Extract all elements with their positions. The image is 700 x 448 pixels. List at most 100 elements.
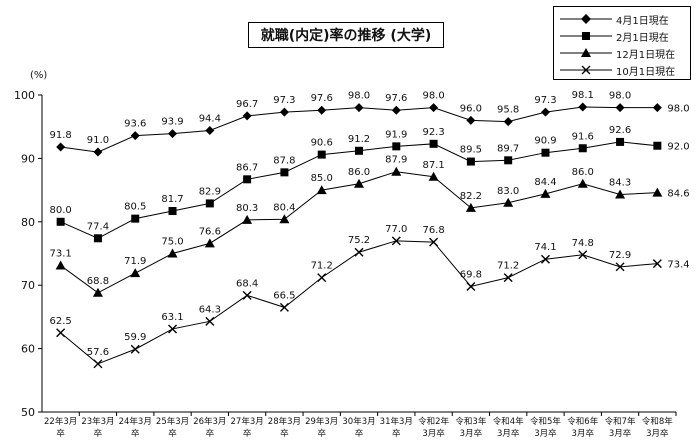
data-point-diamond xyxy=(652,103,662,113)
data-label: 82.2 xyxy=(460,191,482,202)
legend-item-december: 12月1日現在 xyxy=(554,45,690,61)
data-point-square xyxy=(168,207,177,216)
data-label: 98.1 xyxy=(572,90,594,101)
data-point-diamond xyxy=(205,126,215,136)
data-label: 96.0 xyxy=(460,103,482,114)
data-point-triangle xyxy=(92,287,103,297)
data-point-triangle xyxy=(503,197,514,207)
data-label: 86.0 xyxy=(572,167,594,178)
data-label: 91.8 xyxy=(50,130,72,141)
data-point-diamond xyxy=(466,115,476,125)
data-point-x xyxy=(242,290,252,300)
data-point-x xyxy=(354,247,364,257)
data-point-triangle xyxy=(652,187,663,197)
data-label: 90.9 xyxy=(534,136,556,147)
data-label: 89.7 xyxy=(497,143,519,154)
data-label: 77.4 xyxy=(87,221,109,232)
data-point-square xyxy=(466,157,475,166)
chart-legend: 4月1日現在 2月1日現在 12月1日現在 10月1日現在 xyxy=(553,6,691,80)
chart-axes: 50 60 70 80 90 100 22年3月卒23年3月卒24年3月卒25年3月卒26年… xyxy=(14,89,677,439)
legend-label: 12月1日現在 xyxy=(616,50,676,61)
data-label: 97.6 xyxy=(385,93,407,104)
data-point-x xyxy=(466,281,476,291)
data-point-x xyxy=(429,237,439,247)
data-point-triangle xyxy=(279,214,290,224)
data-point-square xyxy=(616,137,625,146)
data-label: 96.7 xyxy=(236,99,258,110)
data-point-triangle xyxy=(540,188,551,198)
data-label: 80.5 xyxy=(124,202,146,213)
data-label: 71.2 xyxy=(497,261,519,272)
data-label: 91.6 xyxy=(572,131,594,142)
data-label: 80.4 xyxy=(273,202,295,213)
data-label: 97.3 xyxy=(534,95,556,106)
x-tick-label: 30年3月卒 xyxy=(342,416,375,439)
data-label: 80.3 xyxy=(236,203,258,214)
data-point-square xyxy=(392,142,401,151)
data-label: 64.3 xyxy=(199,304,221,315)
data-label: 73.1 xyxy=(50,249,72,260)
data-point-triangle xyxy=(242,214,253,224)
data-label: 85.0 xyxy=(311,173,333,184)
data-point-diamond xyxy=(391,105,401,115)
legend-marker-x xyxy=(560,65,612,75)
data-label: 86.0 xyxy=(348,167,370,178)
data-point-diamond xyxy=(354,103,364,113)
data-label: 86.7 xyxy=(236,162,258,173)
data-point-square xyxy=(504,156,513,165)
data-label: 98.0 xyxy=(609,91,631,102)
x-tick-label: 25年3月卒 xyxy=(156,416,189,439)
data-label: 71.9 xyxy=(124,256,146,267)
data-label: 92.3 xyxy=(422,127,444,138)
data-point-square xyxy=(355,146,363,155)
data-label: 90.6 xyxy=(311,138,333,149)
data-label: 66.5 xyxy=(273,290,295,301)
data-point-square xyxy=(317,150,326,159)
data-label: 94.4 xyxy=(199,114,221,125)
x-tick-label: 22年3月卒 xyxy=(44,416,77,439)
x-tick-label: 令和3年 3月卒 xyxy=(455,416,486,439)
data-label: 75.0 xyxy=(161,237,183,248)
data-point-square xyxy=(578,144,587,153)
data-point-x xyxy=(317,273,327,283)
legend-marker-triangle xyxy=(560,48,612,57)
data-point-x xyxy=(168,324,178,334)
data-point-x xyxy=(205,316,215,326)
data-point-diamond xyxy=(578,102,588,112)
data-label: 62.5 xyxy=(50,316,72,327)
data-point-x xyxy=(540,254,550,264)
data-point-triangle xyxy=(615,189,626,199)
data-point-triangle xyxy=(55,260,66,270)
x-tick-label: 令和6年 3月卒 xyxy=(567,416,598,439)
x-tick-label: 令和2年 3月卒 xyxy=(418,416,449,439)
legend-item-february: 2月1日現在 xyxy=(554,28,690,44)
data-point-triangle xyxy=(354,178,364,188)
chart-title-text: 就職(内定)率の推移 (大学) xyxy=(260,28,432,44)
series-diamond xyxy=(56,102,662,157)
data-point-triangle xyxy=(465,202,476,212)
x-tick-label: 31年3月卒 xyxy=(380,416,413,439)
y-tick-label: 80 xyxy=(21,216,35,229)
chart-title: 就職(内定)率の推移 (大学) xyxy=(248,22,444,48)
x-tick-label: 令和4年 3月卒 xyxy=(493,416,524,439)
data-point-square xyxy=(541,148,550,157)
data-point-x xyxy=(391,236,401,246)
data-point-triangle xyxy=(204,238,215,248)
x-tick-label: 28年3月卒 xyxy=(268,416,301,439)
legend-label: 2月1日現在 xyxy=(616,33,669,44)
data-point-square xyxy=(56,217,65,226)
data-point-x xyxy=(615,262,625,272)
data-label: 76.6 xyxy=(199,226,221,237)
data-point-x xyxy=(130,344,140,354)
series-square xyxy=(56,137,662,243)
data-point-triangle xyxy=(391,166,402,176)
data-label: 98.0 xyxy=(348,91,370,102)
series-line xyxy=(60,106,658,153)
series-line xyxy=(60,141,658,239)
legend-label: 10月1日現在 xyxy=(616,67,676,78)
series-line xyxy=(60,240,658,365)
legend-item-april: 4月1日現在 xyxy=(554,11,690,27)
data-point-diamond xyxy=(540,107,550,117)
series-x xyxy=(56,236,662,369)
data-label: 91.0 xyxy=(87,135,109,146)
